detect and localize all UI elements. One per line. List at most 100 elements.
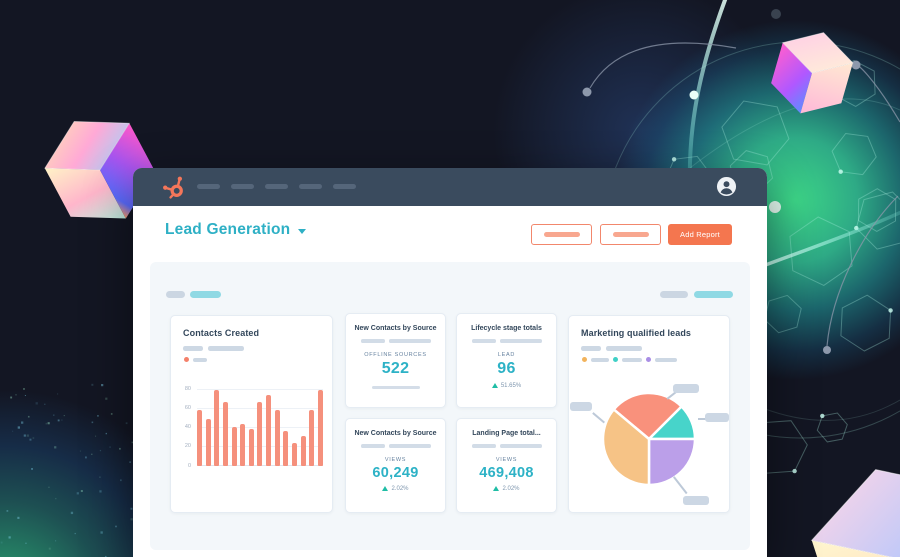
nav-item-placeholder[interactable] xyxy=(197,184,220,189)
app-header xyxy=(133,168,767,206)
panel-filter-placeholder[interactable] xyxy=(166,291,185,298)
bar xyxy=(292,443,298,466)
panel-action-placeholder[interactable] xyxy=(694,291,733,298)
button-label-placeholder xyxy=(543,232,580,237)
card-title: Lifecycle stage totals xyxy=(471,325,542,332)
bar xyxy=(266,394,272,466)
bar-chart-legend xyxy=(184,357,207,362)
metric-value: 60,249 xyxy=(372,464,419,481)
gradient-cube-bottom-right xyxy=(810,469,900,557)
dashboard-panel: Contacts Created 0 20 40 60 80 New Contacts … xyxy=(150,262,750,550)
delta-indicator: 51.65% xyxy=(457,383,556,389)
bar xyxy=(231,427,237,466)
metric-label: OFFLINE SOURCES xyxy=(364,351,427,358)
report-card-contacts-created: Contacts Created 0 20 40 60 80 xyxy=(170,315,333,513)
delta-value: 2.02% xyxy=(391,485,409,492)
bar xyxy=(317,390,323,466)
pie-callout-label xyxy=(683,496,709,505)
bar xyxy=(222,402,228,466)
bar xyxy=(214,390,220,466)
add-report-button[interactable]: Add Report xyxy=(668,224,732,245)
pie-callout-label xyxy=(705,413,729,422)
arrow-up-icon xyxy=(493,486,500,491)
report-card-contact-views: New Contacts by Source VIEWS 60,249 2.02… xyxy=(345,418,446,513)
metric-value: 96 xyxy=(497,359,516,377)
card-subtitle-placeholder xyxy=(346,339,445,343)
nav-item-placeholder[interactable] xyxy=(231,184,254,189)
delta-value: 51.65% xyxy=(500,382,522,389)
bar-chart-plot xyxy=(197,384,323,466)
user-avatar-icon[interactable] xyxy=(716,176,737,197)
report-card-marketing-qualified-leads: Marketing qualified leads xyxy=(568,315,730,513)
card-title: Marketing qualified leads xyxy=(581,328,692,338)
marketing-qualified-leads-slice-sand xyxy=(601,408,651,487)
gradient-cube-left xyxy=(44,121,156,219)
metric-value: 522 xyxy=(381,359,410,377)
dashboard-title-dropdown[interactable]: Lead Generation xyxy=(165,221,307,239)
card-subtitle-placeholder xyxy=(457,339,556,343)
page-title: Lead Generation xyxy=(165,221,291,238)
bar xyxy=(257,402,263,466)
toolbar-button-placeholder-2[interactable] xyxy=(600,224,661,245)
legend-label-placeholder xyxy=(655,357,677,362)
marketing-qualified-leads-slice-purple xyxy=(647,437,697,487)
legend-dot xyxy=(613,357,618,362)
card-subtitle-placeholder xyxy=(581,346,642,351)
pie-callout-line xyxy=(698,418,707,420)
card-subtitle-placeholder xyxy=(346,444,445,448)
dashboard-page: Lead Generation Add Report Contacts Crea… xyxy=(133,206,767,557)
bar xyxy=(240,424,246,466)
nav-item-placeholder[interactable] xyxy=(333,184,356,189)
report-card-offline-sources: New Contacts by Source OFFLINE SOURCES 5… xyxy=(345,313,446,408)
metric-footer-placeholder xyxy=(371,385,420,389)
gradient-cube-top-right xyxy=(771,32,854,114)
card-title: New Contacts by Source xyxy=(354,325,437,332)
bar xyxy=(248,428,254,466)
legend-label-placeholder xyxy=(591,357,609,362)
metric-value: 469,408 xyxy=(479,464,534,481)
delta-indicator: 2.02% xyxy=(346,486,445,492)
legend-label-placeholder xyxy=(193,357,207,362)
pie-callout-label xyxy=(570,402,592,411)
panel-action-placeholder[interactable] xyxy=(660,291,688,298)
report-card-lifecycle-totals: Lifecycle stage totals LEAD 96 51.65% xyxy=(456,313,557,408)
card-subtitle-placeholder xyxy=(457,444,556,448)
bar xyxy=(197,409,202,466)
satellite-curves xyxy=(582,9,900,354)
legend-label-placeholder xyxy=(622,357,642,362)
legend-dot xyxy=(184,357,189,362)
arrow-up-icon xyxy=(382,486,389,491)
bar xyxy=(300,435,306,466)
card-title: New Contacts by Source xyxy=(354,430,437,437)
nav-item-placeholder[interactable] xyxy=(265,184,288,189)
legend-dot xyxy=(582,357,587,362)
pie-callout-label xyxy=(673,384,699,393)
panel-filter-placeholder[interactable] xyxy=(190,291,221,298)
legend-dot xyxy=(646,357,651,362)
metric-label: VIEWS xyxy=(495,456,518,463)
bar xyxy=(283,430,289,466)
card-title: Contacts Created xyxy=(183,328,260,338)
bar xyxy=(274,409,280,466)
chevron-down-icon xyxy=(298,228,307,234)
delta-indicator: 2.02% xyxy=(457,486,556,492)
bar-chart-y-axis: 0 20 40 60 80 xyxy=(184,386,191,469)
bar xyxy=(205,418,211,466)
arrow-up-icon xyxy=(491,383,498,388)
button-label-placeholder xyxy=(612,232,649,237)
report-card-landing-page-totals: Landing Page total... VIEWS 469,408 2.02… xyxy=(456,418,557,513)
bar xyxy=(309,409,315,466)
metric-label: LEAD xyxy=(497,351,516,358)
delta-value: 2.02% xyxy=(502,485,520,492)
card-title: Landing Page total... xyxy=(472,430,541,437)
nav-item-placeholder[interactable] xyxy=(299,184,322,189)
hubspot-logo-icon[interactable] xyxy=(161,174,187,200)
app-window: Lead Generation Add Report Contacts Crea… xyxy=(133,168,767,557)
card-subtitle-placeholder xyxy=(183,346,244,351)
pie-chart-legend xyxy=(582,357,677,362)
metric-label: VIEWS xyxy=(384,456,407,463)
toolbar-button-placeholder-1[interactable] xyxy=(531,224,592,245)
marketing-qualified-leads-slice-coral xyxy=(612,391,683,441)
pie-chart xyxy=(601,391,697,487)
